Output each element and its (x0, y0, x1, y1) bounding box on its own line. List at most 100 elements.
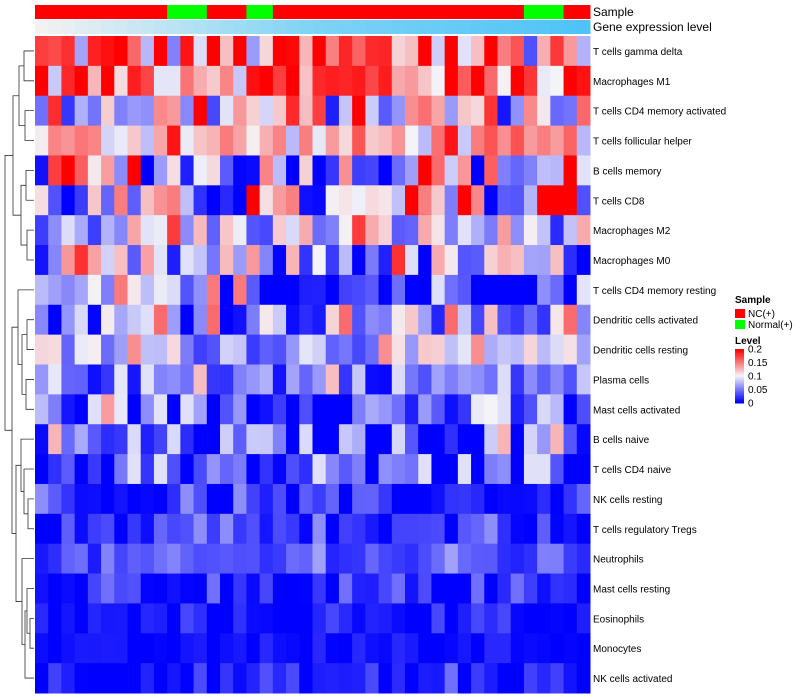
heatmap-cell (74, 633, 89, 664)
heatmap-cell (259, 185, 274, 216)
heatmap-cell (444, 334, 459, 365)
heatmap-cell (325, 274, 340, 306)
heatmap-cell (48, 334, 62, 365)
heatmap-cell (101, 245, 115, 276)
heatmap-cell (431, 36, 446, 67)
row-label: Mast cells resting (593, 584, 670, 595)
heatmap-cell (180, 543, 195, 575)
row-label: Macrophages M2 (593, 226, 671, 237)
heatmap-cell (87, 454, 102, 485)
heatmap-cell (167, 663, 181, 694)
heatmap-cell (523, 36, 538, 67)
heatmap-cell (193, 274, 208, 306)
heatmap-cell (220, 304, 234, 336)
heatmap-cell (180, 215, 195, 246)
dendrogram-branch (17, 289, 34, 365)
heatmap-cell (338, 394, 353, 425)
row-labels: T cells gamma delta Macrophages M1 T cells… (593, 47, 726, 685)
heatmap-cell (352, 215, 366, 246)
heatmap-cell (484, 633, 498, 664)
heatmap-cell (484, 155, 498, 186)
heatmap-cell (484, 36, 498, 67)
heatmap-cell (431, 543, 446, 575)
colorbar-segment (735, 350, 744, 353)
heatmap-cell (391, 304, 406, 336)
heatmap-cell (167, 185, 181, 216)
heatmap-cell (391, 36, 406, 67)
heatmap-cell (550, 483, 565, 515)
heatmap-cell (365, 364, 380, 395)
row-label: T cells regulatory Tregs (593, 525, 697, 536)
heatmap-cell (405, 424, 419, 455)
heatmap-cell (140, 274, 155, 306)
heatmap-cell (233, 215, 247, 246)
heatmap-cell (471, 663, 485, 694)
heatmap-cell (153, 334, 168, 365)
heatmap-cell (87, 364, 102, 395)
heatmap-cell (378, 36, 393, 67)
heatmap-cell (457, 304, 472, 336)
heatmap-cell (87, 185, 102, 216)
heatmap-cell (484, 424, 498, 455)
heatmap-cell (286, 125, 300, 156)
expression-annotation-cell (352, 20, 366, 34)
sample-annotation-cell (259, 5, 274, 19)
heatmap-cell (312, 573, 327, 604)
heatmap-cell (312, 36, 327, 67)
heatmap-cell (220, 483, 234, 515)
heatmap-cell (87, 36, 102, 67)
heatmap-cell (153, 364, 168, 395)
heatmap-cell (325, 633, 340, 664)
colorbar-segment (735, 369, 744, 372)
heatmap-cell (61, 155, 76, 186)
heatmap-cell (206, 603, 221, 634)
heatmap-cell (457, 424, 472, 455)
heatmap-cell (484, 454, 498, 485)
heatmap-cell (272, 304, 287, 336)
heatmap-cell (140, 334, 155, 365)
sample-annotation-cell (35, 5, 49, 19)
heatmap-cell (272, 394, 287, 425)
heatmap-cell (405, 36, 419, 67)
heatmap-cell (405, 633, 419, 664)
row-label: B cells memory (593, 166, 661, 177)
heatmap-cell (418, 483, 432, 515)
heatmap-cell (193, 245, 208, 276)
heatmap-cell (497, 394, 512, 425)
heatmap-cell (259, 513, 274, 545)
heatmap-cell (471, 394, 485, 425)
heatmap-cell (365, 543, 380, 575)
heatmap-cell (180, 65, 195, 97)
heatmap-cell (180, 245, 195, 276)
heatmap-cell (444, 663, 459, 694)
heatmap-cell (338, 513, 353, 545)
heatmap-cell (101, 424, 115, 455)
heatmap-cell (220, 155, 234, 186)
row-label: Macrophages M1 (593, 77, 671, 88)
heatmap-cell (550, 65, 565, 97)
heatmap-cell (35, 36, 49, 67)
heatmap-cell (471, 633, 485, 664)
heatmap-cell (114, 424, 128, 455)
heatmap-cell (457, 573, 472, 604)
heatmap-cell (471, 454, 485, 485)
expression-annotation-cell (431, 20, 446, 34)
colorbar-segment (735, 382, 744, 385)
heatmap-cell (114, 125, 128, 156)
heatmap-cell (48, 603, 62, 634)
heatmap-cell (497, 274, 512, 306)
heatmap-cell (233, 454, 247, 485)
heatmap-cell (405, 364, 419, 395)
heatmap-cell (246, 543, 261, 575)
heatmap-cell (537, 274, 551, 306)
heatmap-cell (246, 663, 261, 694)
heatmap-cell (127, 513, 142, 545)
heatmap-cell (35, 513, 49, 545)
heatmap-cell (259, 663, 274, 694)
heatmap-cell (61, 125, 76, 156)
heatmap-cell (431, 95, 446, 127)
heatmap-cell (167, 245, 181, 276)
heatmap-cell (35, 424, 49, 455)
heatmap-cell (352, 185, 366, 216)
heatmap-cell (391, 364, 406, 395)
